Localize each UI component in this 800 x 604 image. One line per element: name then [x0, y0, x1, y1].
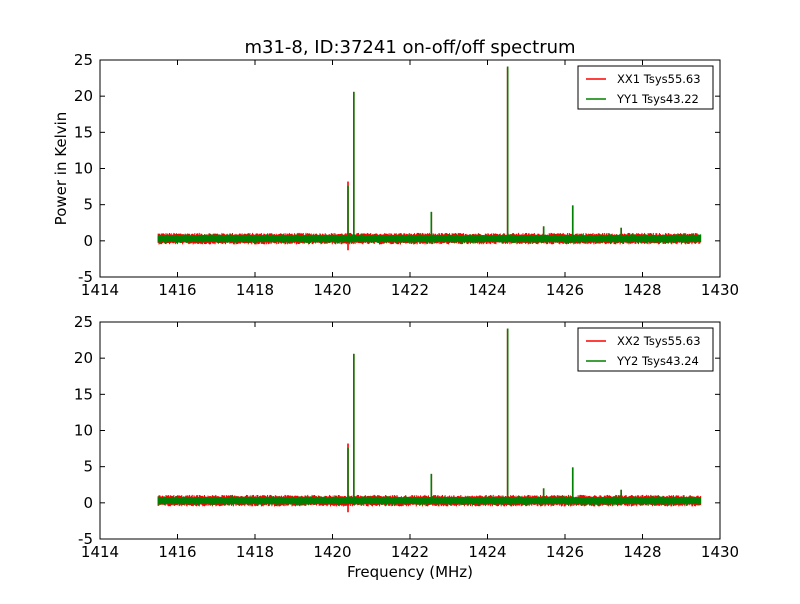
- x-tick-label: 1420: [313, 281, 351, 299]
- x-tick-label: 1430: [701, 543, 739, 561]
- y-tick-label: 10: [74, 160, 93, 178]
- series-noise-line: [157, 234, 702, 244]
- y-tick-label: 15: [74, 123, 93, 141]
- y-tick-label: 20: [74, 349, 93, 367]
- legend: XX1 Tsys55.63 YY1 Tsys43.22: [577, 65, 714, 110]
- y-tick-label: 20: [74, 87, 93, 105]
- y-tick-label: 25: [74, 313, 93, 331]
- x-tick-label: 1428: [623, 543, 661, 561]
- x-tick-label: 1418: [236, 543, 274, 561]
- x-tick-label: 1428: [623, 281, 661, 299]
- legend-box: [577, 65, 714, 110]
- x-tick-label: 1414: [81, 281, 119, 299]
- legend-label: YY2 Tsys43.24: [616, 354, 699, 368]
- y-tick-label: -5: [78, 530, 93, 548]
- x-tick-label: 1416: [158, 281, 196, 299]
- x-tick-label: 1418: [236, 281, 274, 299]
- series-yy: [157, 328, 702, 506]
- x-axis-label: Frequency (MHz): [347, 563, 473, 581]
- x-tick-label: 1426: [546, 543, 584, 561]
- y-tick-label: 25: [74, 51, 93, 69]
- x-tick-label: 1416: [158, 543, 196, 561]
- legend-label: XX1 Tsys55.63: [617, 72, 701, 86]
- x-tick-label: 1426: [546, 281, 584, 299]
- y-tick-label: -5: [78, 268, 93, 286]
- series-noise-line: [157, 496, 702, 506]
- legend: XX2 Tsys55.63 YY2 Tsys43.24: [577, 327, 714, 372]
- x-tick-label: 1414: [81, 543, 119, 561]
- y-tick-label: 10: [74, 422, 93, 440]
- y-tick-label: 15: [74, 385, 93, 403]
- y-tick-label: 0: [83, 494, 93, 512]
- y-axis-label: Power in Kelvin: [52, 112, 70, 226]
- series-yy: [157, 66, 702, 244]
- x-tick-label: 1424: [468, 543, 506, 561]
- x-tick-label: 1422: [391, 543, 429, 561]
- y-tick-label: 5: [83, 196, 93, 214]
- x-tick-label: 1424: [468, 281, 506, 299]
- x-tick-label: 1420: [313, 543, 351, 561]
- bottom-panel: 1414 1416 1418 1420 1422 1424 1426 1428 1430 -5 0 5…: [74, 313, 739, 561]
- y-tick-label: 0: [83, 232, 93, 250]
- y-tick-label: 5: [83, 458, 93, 476]
- legend-box: [577, 327, 714, 372]
- figure-title: m31-8, ID:37241 on-off/off spectrum: [244, 37, 575, 58]
- x-tick-label: 1422: [391, 281, 429, 299]
- legend-label: XX2 Tsys55.63: [617, 334, 701, 348]
- top-panel: 1414 1416 1418 1420 1422 1424 1426 1428 1430 -5 0 5…: [52, 51, 739, 299]
- legend-label: YY1 Tsys43.22: [616, 92, 699, 106]
- x-tick-label: 1430: [701, 281, 739, 299]
